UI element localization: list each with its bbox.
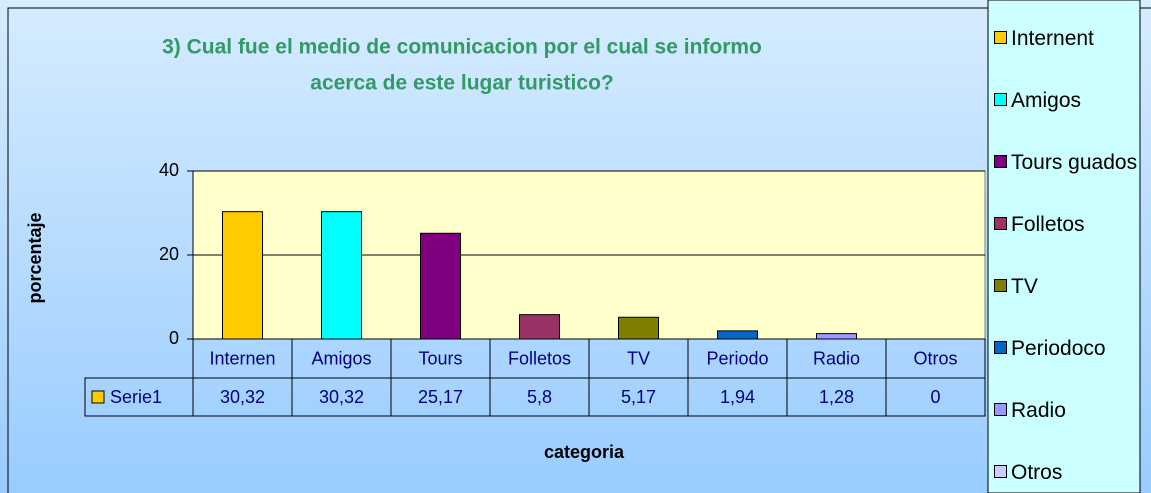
- chart-title: acerca de este lugar turistico?: [310, 72, 613, 95]
- legend-label: Folletos: [1011, 213, 1085, 236]
- x-tick-label: Internen: [209, 348, 275, 368]
- y-tick-label: 20: [159, 244, 179, 264]
- table-value: 1,94: [720, 387, 755, 407]
- table-value: 1,28: [819, 387, 854, 407]
- legend-item: Amigos: [994, 90, 1140, 112]
- legend-key: [994, 279, 1007, 292]
- bar: [420, 232, 461, 340]
- legend-box: [987, 0, 1141, 493]
- y-tick-label: 40: [159, 160, 179, 180]
- chart-border: [7, 7, 1151, 493]
- legend-item: Folletos: [994, 214, 1140, 236]
- table-value: 30,32: [220, 387, 265, 407]
- legend-item: Otros: [994, 462, 1140, 484]
- bar: [816, 333, 857, 340]
- bar: [321, 211, 362, 340]
- legend-key: [994, 31, 1007, 44]
- x-tick-label: Periodo: [706, 348, 768, 368]
- table-value: 25,17: [418, 387, 463, 407]
- table-value: 5,17: [621, 387, 656, 407]
- bar: [618, 316, 659, 340]
- legend-item: Tours guados: [994, 152, 1140, 174]
- y-axis-label: porcentaje: [25, 212, 45, 303]
- legend-label: Tours guados: [1011, 151, 1138, 174]
- legend-key: [994, 93, 1007, 106]
- legend-key: [994, 217, 1007, 230]
- bar: [519, 314, 560, 340]
- legend-label: Internent: [1011, 27, 1094, 50]
- legend-key: [994, 341, 1007, 354]
- x-tick-label: Otros: [913, 348, 957, 368]
- legend-label: Radio: [1011, 399, 1066, 422]
- table-series-name: Serie1: [110, 387, 162, 407]
- x-tick-label: Radio: [813, 348, 860, 368]
- x-tick-label: Amigos: [311, 348, 371, 368]
- legend-item: Periodoco: [994, 338, 1140, 360]
- legend-key: [91, 390, 105, 404]
- x-tick-label: Tours: [418, 348, 462, 368]
- table-value: 0: [930, 387, 940, 407]
- bar: [222, 211, 263, 340]
- x-tick-label: TV: [627, 348, 650, 368]
- legend-item: TV: [994, 276, 1140, 298]
- bar: [717, 330, 758, 340]
- legend-item: Radio: [994, 400, 1140, 422]
- y-tick-label: 0: [169, 328, 179, 348]
- legend-label: TV: [1011, 275, 1038, 298]
- table-value: 5,8: [527, 387, 552, 407]
- legend-key: [994, 403, 1007, 416]
- x-axis-label: categoria: [544, 442, 625, 462]
- legend-label: Otros: [1011, 461, 1063, 484]
- legend-item: Internent: [994, 28, 1140, 50]
- legend-label: Periodoco: [1011, 337, 1106, 360]
- x-tick-label: Folletos: [508, 348, 571, 368]
- table-value: 30,32: [319, 387, 364, 407]
- chart-title: 3) Cual fue el medio de comunicacion por…: [162, 36, 762, 59]
- legend-key: [994, 155, 1007, 168]
- legend-key: [994, 465, 1007, 478]
- legend-label: Amigos: [1011, 89, 1082, 112]
